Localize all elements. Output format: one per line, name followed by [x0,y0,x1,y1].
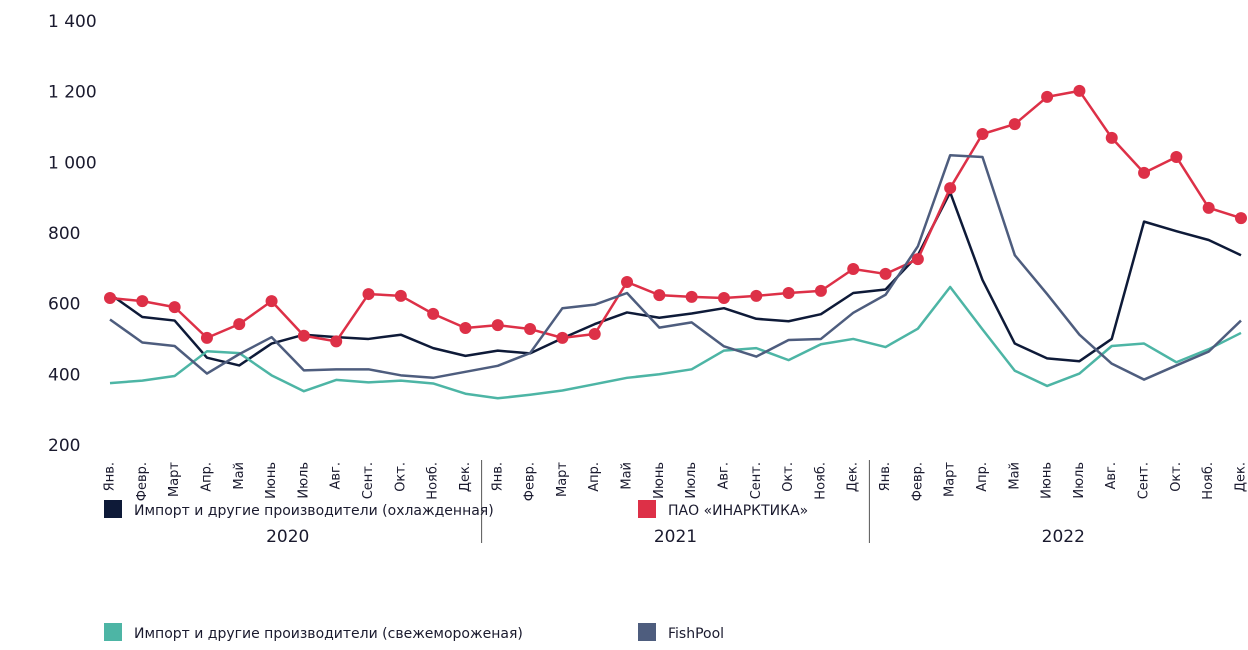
series-point [815,285,827,297]
x-tick-label: Янв. [878,462,893,491]
year-label: 2021 [654,527,697,547]
x-tick-label: Июнь [1040,462,1055,499]
series-point [1235,212,1247,224]
series-point [847,263,859,275]
series-point [686,291,698,303]
series-point [1009,118,1021,130]
x-tick-label: Апр. [975,462,990,492]
series-point [298,330,310,342]
y-tick-label: 400 [48,365,80,385]
x-tick-label: Май [232,462,247,490]
series-point [104,292,116,304]
x-tick-label: Окт. [393,462,408,492]
legend-swatch [638,623,656,641]
legend-swatch [638,500,656,518]
series-point [363,288,375,300]
x-tick-label: Авг. [716,462,731,490]
legend-label: ПАО «ИНАРКТИКА» [668,503,808,519]
series-point [459,322,471,334]
legend-swatch [104,500,122,518]
y-tick-label: 1 200 [48,83,97,103]
y-tick-label: 1 400 [48,12,97,32]
series-point [621,276,633,288]
x-tick-label: Март [167,462,182,497]
x-tick-label: Апр. [199,462,214,492]
x-tick-label: Окт. [1169,462,1184,492]
x-tick-label: Авг. [1104,462,1119,490]
y-tick-label: 600 [48,295,80,315]
series-point [1073,85,1085,97]
x-tick-label: Февр. [910,462,925,501]
series-point [427,308,439,320]
series-point [169,301,181,313]
x-tick-label: Янв. [490,462,505,491]
legend-label: Импорт и другие производители (охлажденн… [134,503,494,519]
series-point [1106,132,1118,144]
series-point [524,323,536,335]
x-tick-label: Март [943,462,958,497]
series-point [653,289,665,301]
series-point [976,128,988,140]
x-tick-label: Авг. [329,462,344,490]
legend-label: FishPool [668,626,724,642]
series-point [718,292,730,304]
series-point [1203,202,1215,214]
x-tick-label: Май [1007,462,1022,490]
series-point [589,328,601,340]
series-point [944,182,956,194]
series-point [1138,167,1150,179]
x-tick-label: Февр. [523,462,538,501]
series-point [1170,151,1182,163]
x-tick-label: Дек. [846,462,861,492]
series-line [110,155,1241,379]
x-tick-label: Июнь [652,462,667,499]
series-point [330,335,342,347]
x-tick-label: Окт. [781,462,796,492]
series-line [110,287,1241,398]
x-tick-label: Март [555,462,570,497]
x-tick-label: Сент. [361,462,376,499]
series-point [233,318,245,330]
series-point [750,290,762,302]
year-label: 2022 [1042,527,1085,547]
x-tick-label: Июль [1072,462,1087,499]
x-tick-label: Июль [296,462,311,499]
series-point [201,332,213,344]
series-point [136,295,148,307]
x-tick-label: Июль [684,462,699,499]
x-tick-label: Апр. [587,462,602,492]
series-point [880,268,892,280]
x-tick-label: Май [620,462,635,490]
x-tick-label: Нояб. [813,462,828,500]
legend-swatch [104,623,122,641]
series-line [110,91,1241,342]
y-tick-label: 200 [48,436,80,456]
year-label: 2020 [266,527,309,547]
x-tick-label: Дек. [1234,462,1248,492]
x-tick-label: Сент. [1137,462,1152,499]
x-tick-label: Февр. [135,462,150,501]
series-point [266,295,278,307]
series-point [395,290,407,302]
y-tick-label: 800 [48,224,80,244]
x-tick-label: Нояб. [426,462,441,500]
x-tick-label: Нояб. [1201,462,1216,500]
x-tick-label: Сент. [749,462,764,499]
series-point [783,287,795,299]
x-tick-label: Янв. [103,462,118,491]
legend-label: Импорт и другие производители (свежеморо… [134,626,523,642]
x-tick-label: Дек. [458,462,473,492]
x-tick-label: Июнь [264,462,279,499]
series-line [110,192,1241,365]
series-point [556,332,568,344]
series-point [1041,91,1053,103]
y-tick-label: 1 000 [48,153,97,173]
series-point [492,319,504,331]
